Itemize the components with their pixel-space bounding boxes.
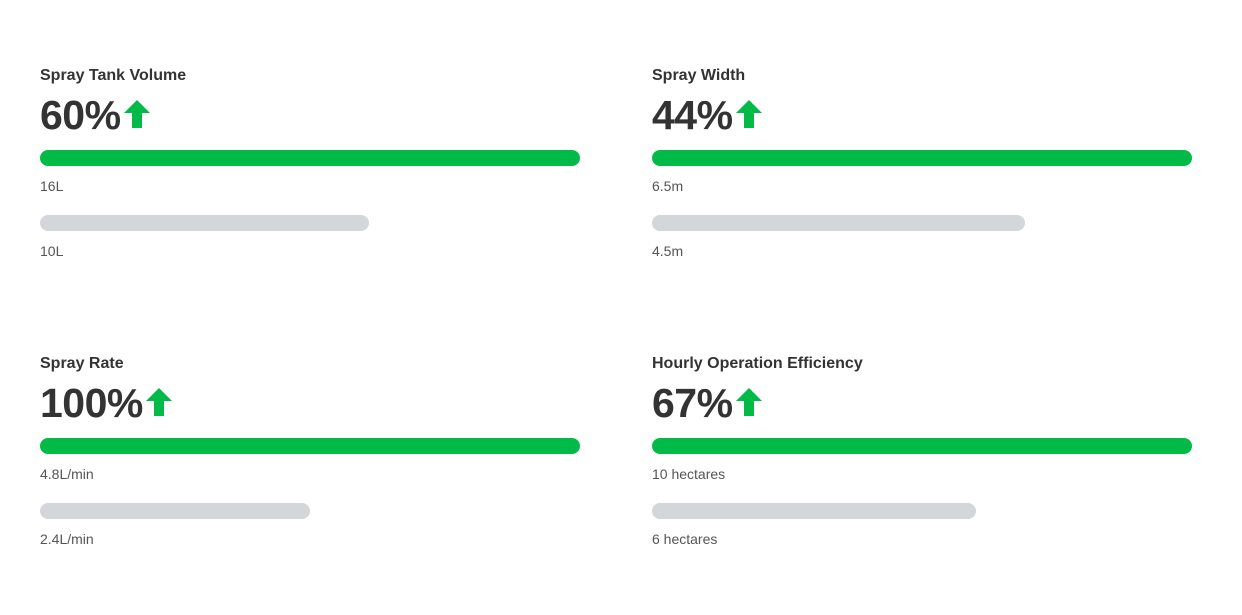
metric-value-row: 100% (40, 380, 580, 426)
arrow-up-icon (735, 99, 763, 129)
current-value-bar (652, 438, 1192, 454)
arrow-up-icon (735, 387, 763, 417)
metric-percent: 60% (40, 92, 121, 138)
metric-card-spray-width: Spray Width 44% 6.5m 4.5m (652, 66, 1192, 260)
metric-value-row: 60% (40, 92, 580, 138)
previous-value-bar (40, 503, 310, 519)
metric-value-row: 44% (652, 92, 1192, 138)
arrow-up-icon (145, 387, 173, 417)
current-value-bar (652, 150, 1192, 166)
previous-value-label: 10L (40, 243, 64, 259)
metric-title: Spray Rate (40, 355, 124, 372)
previous-value-bar (652, 215, 1025, 231)
metric-percent: 67% (652, 380, 733, 426)
previous-value-label: 6 hectares (652, 531, 718, 547)
metric-card-hourly-operation-efficiency: Hourly Operation Efficiency 67% 10 hecta… (652, 354, 1192, 548)
current-value-bar (40, 150, 580, 166)
current-value-label: 10 hectares (652, 466, 726, 482)
current-value-bar (40, 438, 580, 454)
metric-card-spray-tank-volume: Spray Tank Volume 60% 16L 10L (40, 66, 580, 260)
previous-value-bar (40, 215, 370, 231)
previous-value-bar (652, 503, 976, 519)
previous-value-label: 2.4L/min (40, 531, 94, 547)
metric-title: Spray Tank Volume (40, 67, 187, 84)
metric-title: Spray Width (652, 67, 746, 84)
current-value-label: 16L (40, 178, 64, 194)
previous-value-label: 4.5m (652, 243, 684, 259)
metric-percent: 44% (652, 92, 733, 138)
arrow-up-icon (123, 99, 151, 129)
metric-percent: 100% (40, 380, 143, 426)
current-value-label: 4.8L/min (40, 466, 94, 482)
metric-card-spray-rate: Spray Rate 100% 4.8L/min 2.4L/min (40, 354, 580, 548)
current-value-label: 6.5m (652, 178, 684, 194)
metric-title: Hourly Operation Efficiency (652, 355, 863, 372)
metric-value-row: 67% (652, 380, 1192, 426)
